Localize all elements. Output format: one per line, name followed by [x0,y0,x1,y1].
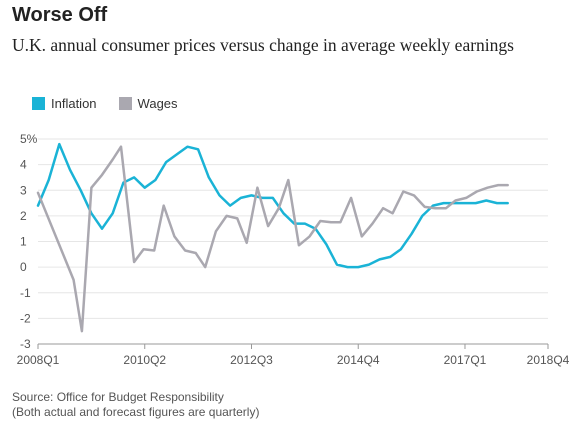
x-tick-label: 2008Q1 [17,353,60,367]
x-tick-label: 2012Q3 [230,353,273,367]
x-tick-label: 2018Q4 [527,353,570,367]
legend-swatch-inflation [32,97,45,110]
y-tick-label: 1 [20,235,27,249]
legend-item-wages[interactable]: Wages [118,96,178,111]
legend-label-wages: Wages [137,96,178,111]
y-tick-label: 3 [20,183,27,197]
legend-item-inflation[interactable]: Inflation [32,96,97,111]
y-tick-label: 2 [20,209,27,223]
y-tick-label: -2 [20,311,31,325]
x-tick-label: 2014Q4 [337,353,380,367]
y-tick-label: -1 [20,286,31,300]
forecast-note: (Both actual and forecast figures are qu… [12,405,260,419]
source-note: Source: Office for Budget Responsibility… [12,390,259,420]
chart-subtitle: U.K. annual consumer prices versus chang… [12,35,514,55]
legend-label-inflation: Inflation [51,96,97,111]
series-line-wages [36,145,509,333]
series-line-inflation [36,142,509,269]
y-tick-label: 5% [20,132,38,146]
x-tick-label: 2010Q2 [123,353,166,367]
y-tick-label: 4 [20,158,27,172]
line-chart: -3 -2 -1 0 1 2 3 4 5% 2008Q1 2010Q2 2012Q3 2014Q4 201… [17,132,570,367]
source-line: Source: Office for Budget Responsibility [12,390,224,404]
x-tick-label: 2017Q1 [444,353,487,367]
y-tick-label: 0 [20,260,27,274]
chart-title: Worse Off [12,4,108,26]
y-tick-label: -3 [20,337,31,351]
legend-swatch-wages [118,97,132,110]
legend: Inflation Wages [32,96,200,111]
